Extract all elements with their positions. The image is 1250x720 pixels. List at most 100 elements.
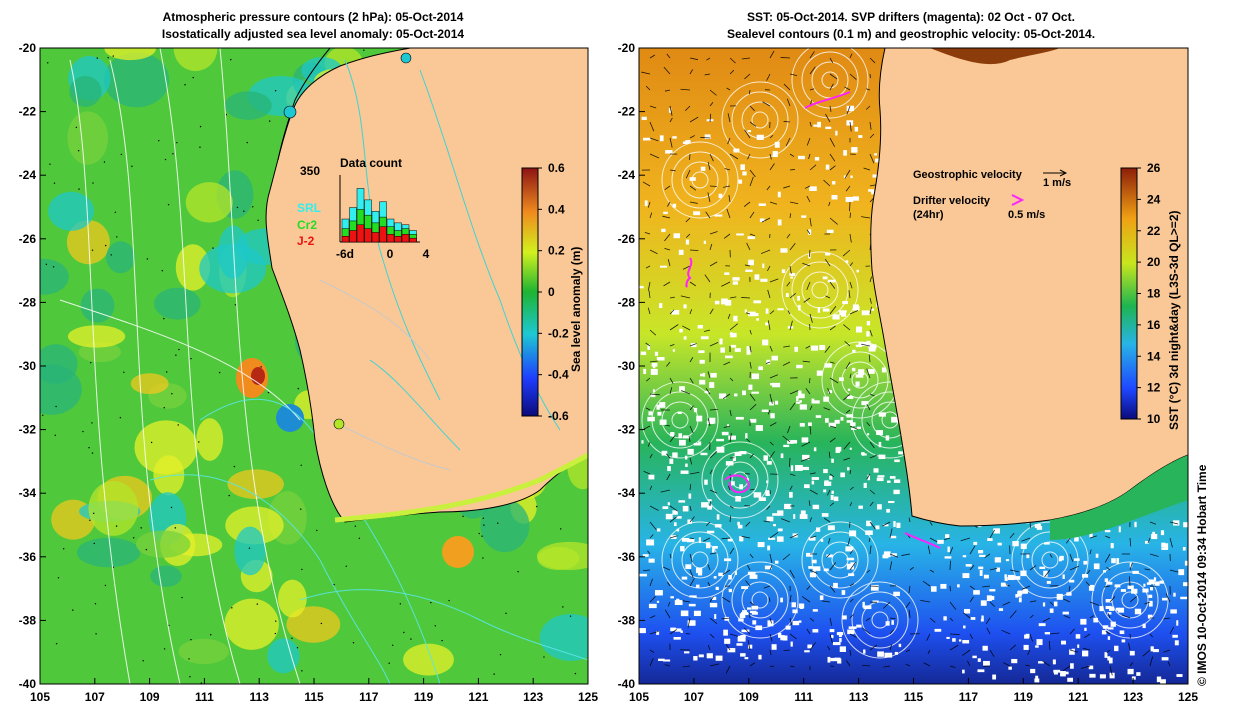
y-tick-label: -38 xyxy=(618,613,636,627)
inset-bar xyxy=(401,234,410,243)
sla-colorbar-ticks: 0.6 0.4 0.2 0 -0.2 -0.4 -0.6 xyxy=(538,161,569,423)
left-title-line2: Isostatically adjusted sea level anomaly… xyxy=(162,27,464,41)
x-tick-label: 123 xyxy=(523,690,543,704)
x-tick-label: 113 xyxy=(849,690,869,704)
x-tick-label: 105 xyxy=(30,690,50,704)
y-tick-label: -34 xyxy=(618,486,636,500)
colorbar-tick-label: -0.4 xyxy=(548,368,569,382)
y-tick-label: -32 xyxy=(618,423,636,437)
y-tick-label: -34 xyxy=(19,486,37,500)
drifter-track xyxy=(685,257,693,288)
geostrophic-scale: 1 m/s xyxy=(1043,177,1071,189)
y-tick-label: -22 xyxy=(618,105,636,119)
colorbar-tick-label: 26 xyxy=(1147,161,1161,175)
sla-colorbar-label: Sea level anomaly (m) xyxy=(569,247,583,372)
colorbar-tick-label: 16 xyxy=(1147,318,1161,332)
left-title-line1: Atmospheric pressure contours (2 hPa): 0… xyxy=(163,10,464,24)
colorbar-tick-label: -0.2 xyxy=(548,326,569,340)
x-tick-label: 107 xyxy=(684,690,704,704)
sla-colorbar xyxy=(521,167,539,417)
tide-gauge-marker xyxy=(400,52,412,64)
sst-map xyxy=(639,48,1188,684)
inset-bar xyxy=(371,232,380,243)
sst-colorbar-ticks: 26 24 22 20 18 16 14 12 10 xyxy=(1137,161,1161,426)
colorbar-tick-label: 14 xyxy=(1147,349,1161,363)
y-tick-label: -20 xyxy=(19,41,37,55)
inset-bar xyxy=(379,226,387,243)
inset-bar xyxy=(349,230,357,243)
inset-bar xyxy=(409,237,417,243)
colorbar-tick-label: -0.6 xyxy=(548,409,569,423)
x-tick-label: 121 xyxy=(1068,690,1088,704)
x-tick-label: 111 xyxy=(794,690,813,704)
y-tick-label: -26 xyxy=(618,232,636,246)
x-tick-label: 115 xyxy=(304,690,324,704)
y-tick-label: -26 xyxy=(19,232,37,246)
drifter-label: Drifter velocity xyxy=(913,195,991,207)
y-tick-label: -20 xyxy=(618,41,636,55)
sea-level-anomaly-map xyxy=(40,48,588,684)
x-tick-label: 119 xyxy=(1014,690,1034,704)
y-tick-label: -32 xyxy=(19,423,37,437)
y-tick-label: -36 xyxy=(19,550,37,564)
x-tick-label: 123 xyxy=(1123,690,1143,704)
y-tick-label: -24 xyxy=(19,168,37,182)
y-tick-label: -38 xyxy=(19,613,37,627)
colorbar-tick-label: 18 xyxy=(1147,287,1161,301)
tide-gauge-marker xyxy=(333,418,345,430)
colorbar-tick-label: 20 xyxy=(1147,255,1161,269)
x-tick-label: 109 xyxy=(739,690,759,704)
colorbar-tick-label: 0.6 xyxy=(548,161,565,175)
drifter-sub: (24hr) xyxy=(913,209,944,221)
velocity-legend: Geostrophic velocity 1 m/s Drifter veloc… xyxy=(913,169,1071,221)
y-tick-label: -40 xyxy=(19,677,37,691)
x-tick-label: 109 xyxy=(140,690,160,704)
drifter-track xyxy=(804,91,851,109)
inset-ymax-label: 350 xyxy=(300,164,320,178)
inset-bar xyxy=(386,234,395,243)
sst-colorbar xyxy=(1120,167,1138,420)
inset-bar xyxy=(341,236,350,243)
right-title-line1: SST: 05-Oct-2014. SVP drifters (magenta)… xyxy=(747,10,1075,24)
y-tick-label: -22 xyxy=(19,105,37,119)
credit-text: © IMOS 10-Oct-2014 09:34 Hobart Time xyxy=(1195,464,1209,686)
sst-colorbar-label: SST (°C) 3d night&day (L3S-3d QL>=2) xyxy=(1167,211,1181,431)
y-tick-label: -40 xyxy=(618,677,636,691)
x-tick-label: 119 xyxy=(414,690,434,704)
australia-landmass xyxy=(870,48,1188,527)
x-tick-label: 105 xyxy=(629,690,649,704)
inset-xtick: -6d xyxy=(336,247,354,261)
y-tick-label: -24 xyxy=(618,168,636,182)
left-y-axis: -20 -22 -24 -26 -28 -30 -32 -34 -36 -38 -40 xyxy=(19,41,46,691)
drifter-scale: 0.5 m/s xyxy=(1008,209,1045,221)
x-tick-label: 115 xyxy=(904,690,924,704)
legend-j2: J-2 xyxy=(297,234,315,248)
x-tick-label: 113 xyxy=(250,690,270,704)
x-tick-label: 125 xyxy=(1178,690,1198,704)
y-tick-label: -28 xyxy=(19,295,37,309)
left-x-axis: 105 107 109 111 113 115 117 119 121 123 125 xyxy=(30,678,598,704)
x-tick-label: 117 xyxy=(359,690,379,704)
x-tick-label: 121 xyxy=(468,690,488,704)
geostrophic-label: Geostrophic velocity xyxy=(913,169,1023,181)
x-tick-label: 111 xyxy=(195,690,214,704)
right-y-axis: -20 -22 -24 -26 -28 -30 -32 -34 -36 -38 -40 xyxy=(618,41,645,691)
right-x-axis: 105 107 109 111 113 115 117 119 121 123 125 xyxy=(629,678,1198,704)
x-tick-label: 117 xyxy=(959,690,979,704)
colorbar-tick-label: 0.4 xyxy=(548,202,565,216)
y-tick-label: -30 xyxy=(19,359,37,373)
legend-srl: SRL xyxy=(297,201,321,215)
australia-landmass xyxy=(265,48,588,523)
y-tick-label: -36 xyxy=(618,550,636,564)
inset-bar xyxy=(356,224,365,243)
inset-bar xyxy=(394,236,402,243)
colorbar-tick-label: 10 xyxy=(1147,412,1161,426)
colorbar-tick-label: 0 xyxy=(548,285,555,299)
inset-bar xyxy=(364,228,372,243)
colorbar-tick-label: 12 xyxy=(1147,381,1161,395)
inset-xtick: 4 xyxy=(423,247,430,261)
y-tick-label: -30 xyxy=(618,359,636,373)
x-tick-label: 107 xyxy=(85,690,105,704)
inset-title: Data count xyxy=(340,156,402,170)
